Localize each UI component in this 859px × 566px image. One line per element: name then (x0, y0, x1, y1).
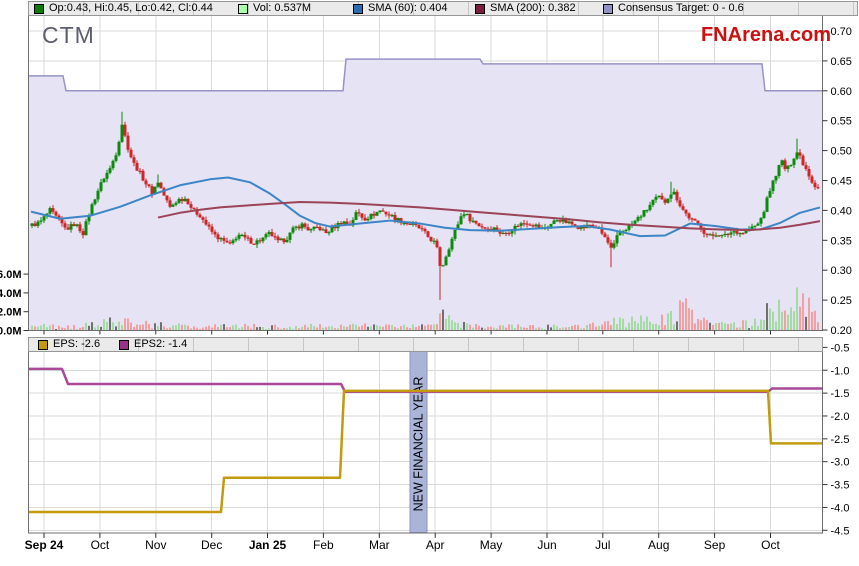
price-tick-label: 0.25 (831, 295, 852, 307)
new-financial-year-band: NEW FINANCIAL YEAR (409, 350, 428, 533)
eps-tick-label: -3.0 (831, 457, 850, 469)
sma200-swatch-icon (475, 3, 485, 14)
month-label: Feb (313, 538, 334, 552)
volume-tick-label: 0.0M (0, 326, 22, 338)
legend-item-volume: Vol: 0.537M (238, 2, 311, 15)
price-tick-label: 0.35 (831, 235, 852, 247)
eps-label: EPS: -2.6 (53, 338, 101, 350)
month-label: Jul (595, 538, 610, 552)
eps-line (28, 389, 822, 514)
price-tick-label: 0.45 (831, 176, 852, 188)
month-label: Nov (145, 538, 166, 552)
legend-item-sma200: SMA (200): 0.382 (475, 2, 576, 15)
eps-tick-label: -0.5 (831, 342, 850, 354)
sma200-label: SMA (200): 0.382 (490, 2, 576, 14)
legend-item-sma60: SMA (60): 0.404 (353, 2, 448, 15)
volume-bars (31, 287, 819, 331)
volume-tick-label: 2.0M (0, 307, 22, 319)
price-tick-label: 0.60 (831, 86, 852, 98)
legend-item-eps2: EPS2: -1.4 (119, 338, 187, 351)
month-label: Mar (369, 538, 390, 552)
price-tick-label: 0.65 (831, 56, 852, 68)
sma60-line (30, 176, 821, 238)
volume-swatch-icon (238, 3, 248, 14)
eps2-swatch-icon (119, 339, 129, 350)
price-tick-label: 0.40 (831, 205, 852, 217)
eps-tick-label: -4.0 (831, 502, 850, 514)
price-tick-label: 0.30 (831, 265, 852, 277)
eps-swatch-icon (38, 339, 48, 350)
ohlc-swatch-icon (34, 3, 44, 14)
ticker-symbol: CTM (42, 22, 95, 48)
sma60-swatch-icon (353, 3, 363, 14)
volume-tick-label: 4.0M (0, 288, 22, 300)
eps2-label: EPS2: -1.4 (134, 338, 188, 350)
month-label: Aug (648, 538, 669, 552)
month-label: Sep 24 (25, 538, 64, 552)
eps-tick-label: -1.5 (831, 388, 850, 400)
eps-tick-label: -2.5 (831, 434, 850, 446)
consensus-swatch-icon (603, 3, 613, 14)
month-label: Dec (201, 538, 222, 552)
month-label: Oct (91, 538, 110, 552)
consensus-label: Consensus Target: 0 - 0.6 (618, 2, 744, 14)
brand-logo: FNArena.com (700, 24, 831, 46)
eps-legend: EPS: -2.6 EPS2: -1.4 (28, 337, 823, 352)
price-tick-label: 0.50 (831, 146, 852, 158)
month-label: Sep (704, 538, 726, 552)
eps2-line (28, 367, 822, 393)
eps-tick-label: -1.0 (831, 365, 850, 377)
ohlc-label: Op:0.43, Hi:0.45, Lo:0.42, Cl:0.44 (49, 2, 213, 14)
moving-averages (30, 176, 821, 238)
eps-tick-label: -2.0 (831, 411, 850, 423)
legend-item-eps: EPS: -2.6 (38, 338, 100, 351)
volume-tick-label: 6.0M (0, 269, 22, 281)
legend-item-ohlc: Op:0.43, Hi:0.45, Lo:0.42, Cl:0.44 (34, 2, 213, 15)
month-label: Oct (761, 538, 780, 552)
legend-item-consensus: Consensus Target: 0 - 0.6 (603, 2, 744, 15)
month-label: Apr (426, 538, 445, 552)
axis-labels: 0.70 0.65 0.60 0.55 0.50 0.45 0.40 0.35 0.30 0.25… (0, 26, 852, 552)
eps-tick-label: -4.5 (831, 525, 850, 537)
price-tick-label: 0.55 (831, 116, 852, 128)
new-financial-year-label: NEW FINANCIAL YEAR (412, 377, 426, 512)
sma60-label: SMA (60): 0.404 (368, 2, 448, 14)
price-tick-label: 0.70 (831, 26, 852, 38)
consensus-target-band (28, 58, 823, 331)
month-label: May (480, 538, 503, 552)
price-legend: Op:0.43, Hi:0.45, Lo:0.42, Cl:0.44 Vol: … (28, 1, 858, 16)
sma200-line (157, 201, 821, 232)
month-label: Jun (537, 538, 556, 552)
eps-lines (28, 367, 822, 514)
month-label: Jan 25 (249, 538, 287, 552)
volume-label: Vol: 0.537M (253, 2, 312, 14)
eps-tick-label: -3.5 (831, 480, 850, 492)
price-tick-label: 0.20 (831, 325, 852, 337)
